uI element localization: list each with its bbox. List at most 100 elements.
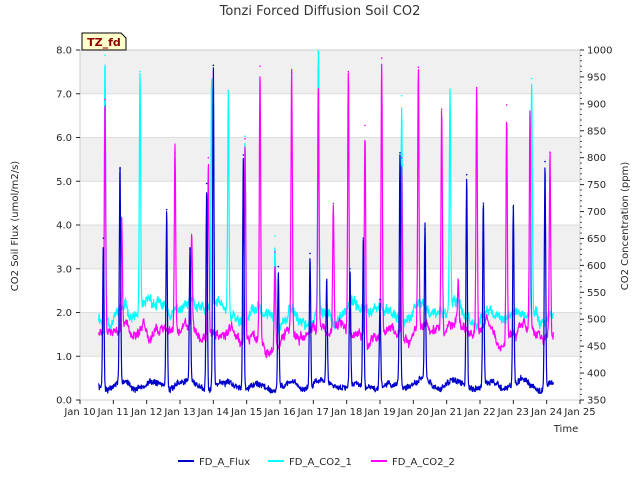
data-point-co2-1: [530, 77, 533, 80]
data-point-co2-1: [400, 94, 403, 97]
data-point-flux: [424, 228, 426, 231]
data-point-co2-2: [190, 243, 193, 245]
y-right-tick-label: 650: [587, 234, 606, 245]
data-point-flux: [325, 281, 328, 283]
data-point-flux: [189, 248, 191, 250]
data-point-flux: [242, 154, 245, 156]
data-point-flux: [379, 298, 381, 301]
y-left-tick-label: 3.0: [56, 264, 72, 275]
legend: FD_A_Flux FD_A_CO2_1 FD_A_CO2_2: [178, 457, 455, 468]
x-tick-label: Jan 20: [397, 407, 429, 418]
plot-lines: [97, 49, 554, 394]
y-right-tick-label: 350: [587, 396, 606, 407]
x-tick-label: Jan 14: [197, 407, 229, 418]
data-point-co2-2: [380, 57, 383, 59]
data-point-flux: [465, 173, 468, 176]
y-left-tick-label: 2.0: [56, 308, 72, 319]
y-right-tick-label: 750: [587, 180, 606, 191]
data-point-co2-2: [440, 108, 443, 111]
x-tick-label: Jan 16: [263, 407, 295, 418]
y-left-tick-label: 6.0: [56, 133, 72, 144]
data-point-co2-1: [210, 84, 213, 86]
site-tag-label: TZ_fd: [87, 36, 121, 49]
x-tick-label: Jan 12: [130, 407, 162, 418]
y-left-tick-label: 0.0: [56, 396, 72, 407]
data-point-co2-2: [274, 251, 276, 253]
data-point-co2-2: [549, 151, 551, 154]
data-point-co2-2: [347, 70, 350, 73]
y-left-tick-label: 8.0: [56, 46, 72, 57]
data-point-flux: [544, 160, 546, 163]
y-right-tick-label: 400: [587, 369, 606, 380]
background-band: [80, 50, 580, 94]
data-point-co2-1: [227, 89, 230, 92]
x-tick-label: Jan 19: [363, 407, 395, 418]
data-point-co2-1: [104, 54, 106, 57]
data-point-flux: [349, 267, 351, 270]
site-tag: TZ_fd: [81, 32, 127, 51]
data-point-flux: [165, 208, 168, 211]
data-point-flux: [102, 237, 105, 239]
x-tick-label: Jan 18: [330, 407, 362, 418]
data-point-co2-2: [400, 156, 403, 159]
y-right-tick-label: 450: [587, 342, 606, 353]
data-point-flux: [309, 252, 311, 255]
data-point-co2-2: [207, 156, 210, 159]
data-point-co2-2: [244, 138, 246, 140]
x-tick-label: Jan 11: [97, 407, 129, 418]
data-point-co2-2: [529, 116, 531, 119]
data-point-co2-2: [120, 221, 123, 224]
y-left-tick-label: 4.0: [56, 221, 72, 232]
x-tick-label: Jan 23: [497, 407, 529, 418]
legend-label-flux: FD_A_Flux: [199, 457, 250, 468]
data-point-co2-2: [364, 124, 366, 127]
y-left-tick-label: 5.0: [56, 177, 72, 188]
x-axis-label: Time: [553, 424, 578, 435]
axes: 0.0 1.0 2.0 3.0 4.0 5.0 6.0 7.0 8.0 350 400 450 500 5…: [56, 46, 612, 419]
y-left-axis-label: CO2 Soil Flux (umol/m2/s): [10, 161, 21, 291]
data-point-co2-2: [475, 86, 478, 89]
series-line-flux: [98, 67, 554, 394]
data-point-co2-2: [417, 66, 420, 69]
y-right-tick-label: 550: [587, 288, 606, 299]
y-left-tick-label: 7.0: [56, 89, 72, 100]
data-point-co2-2: [317, 93, 320, 95]
y-right-tick-label: 600: [587, 261, 606, 272]
x-tick-label: Jan 10: [63, 407, 95, 418]
data-point-flux: [119, 167, 121, 169]
legend-label-co2-2: FD_A_CO2_2: [392, 457, 455, 468]
data-point-flux: [399, 152, 401, 154]
y-right-tick-label: 800: [587, 153, 606, 164]
data-point-co2-2: [174, 151, 176, 154]
background-band: [80, 137, 580, 182]
data-point-flux: [277, 265, 280, 268]
x-tick-label: Jan 13: [163, 407, 195, 418]
data-point-flux: [482, 202, 485, 204]
data-point-co2-1: [317, 50, 320, 52]
x-tick-label: Jan 24: [530, 407, 562, 418]
data-point-co2-1: [244, 135, 246, 137]
y-left-tick-label: 1.0: [56, 352, 72, 363]
y-right-tick-label: 950: [587, 72, 606, 83]
data-point-co2-1: [139, 70, 141, 73]
data-point-co2-2: [290, 71, 293, 74]
data-point-flux: [512, 206, 515, 209]
y-right-axis-label: CO2 Concentration (ppm): [620, 162, 631, 291]
x-tick-label: Jan 15: [230, 407, 262, 418]
data-point-co2-1: [449, 96, 451, 99]
background-bands: [80, 50, 580, 357]
y-right-tick-label: 850: [587, 126, 606, 137]
data-point-co2-2: [505, 104, 508, 106]
data-point-co2-1: [274, 234, 276, 237]
data-point-co2-2: [259, 65, 261, 67]
y-right-tick-label: 500: [587, 315, 606, 326]
data-point-flux: [205, 182, 208, 185]
chart-title: Tonzi Forced Diffusion Soil CO2: [219, 4, 421, 19]
legend-label-co2-1: FD_A_CO2_1: [289, 457, 352, 468]
data-point-co2-2: [104, 98, 106, 101]
x-tick-label: Jan 25: [563, 407, 595, 418]
data-point-flux: [212, 64, 215, 67]
x-tick-label: Jan 17: [297, 407, 329, 418]
data-point-co2-2: [457, 294, 460, 296]
